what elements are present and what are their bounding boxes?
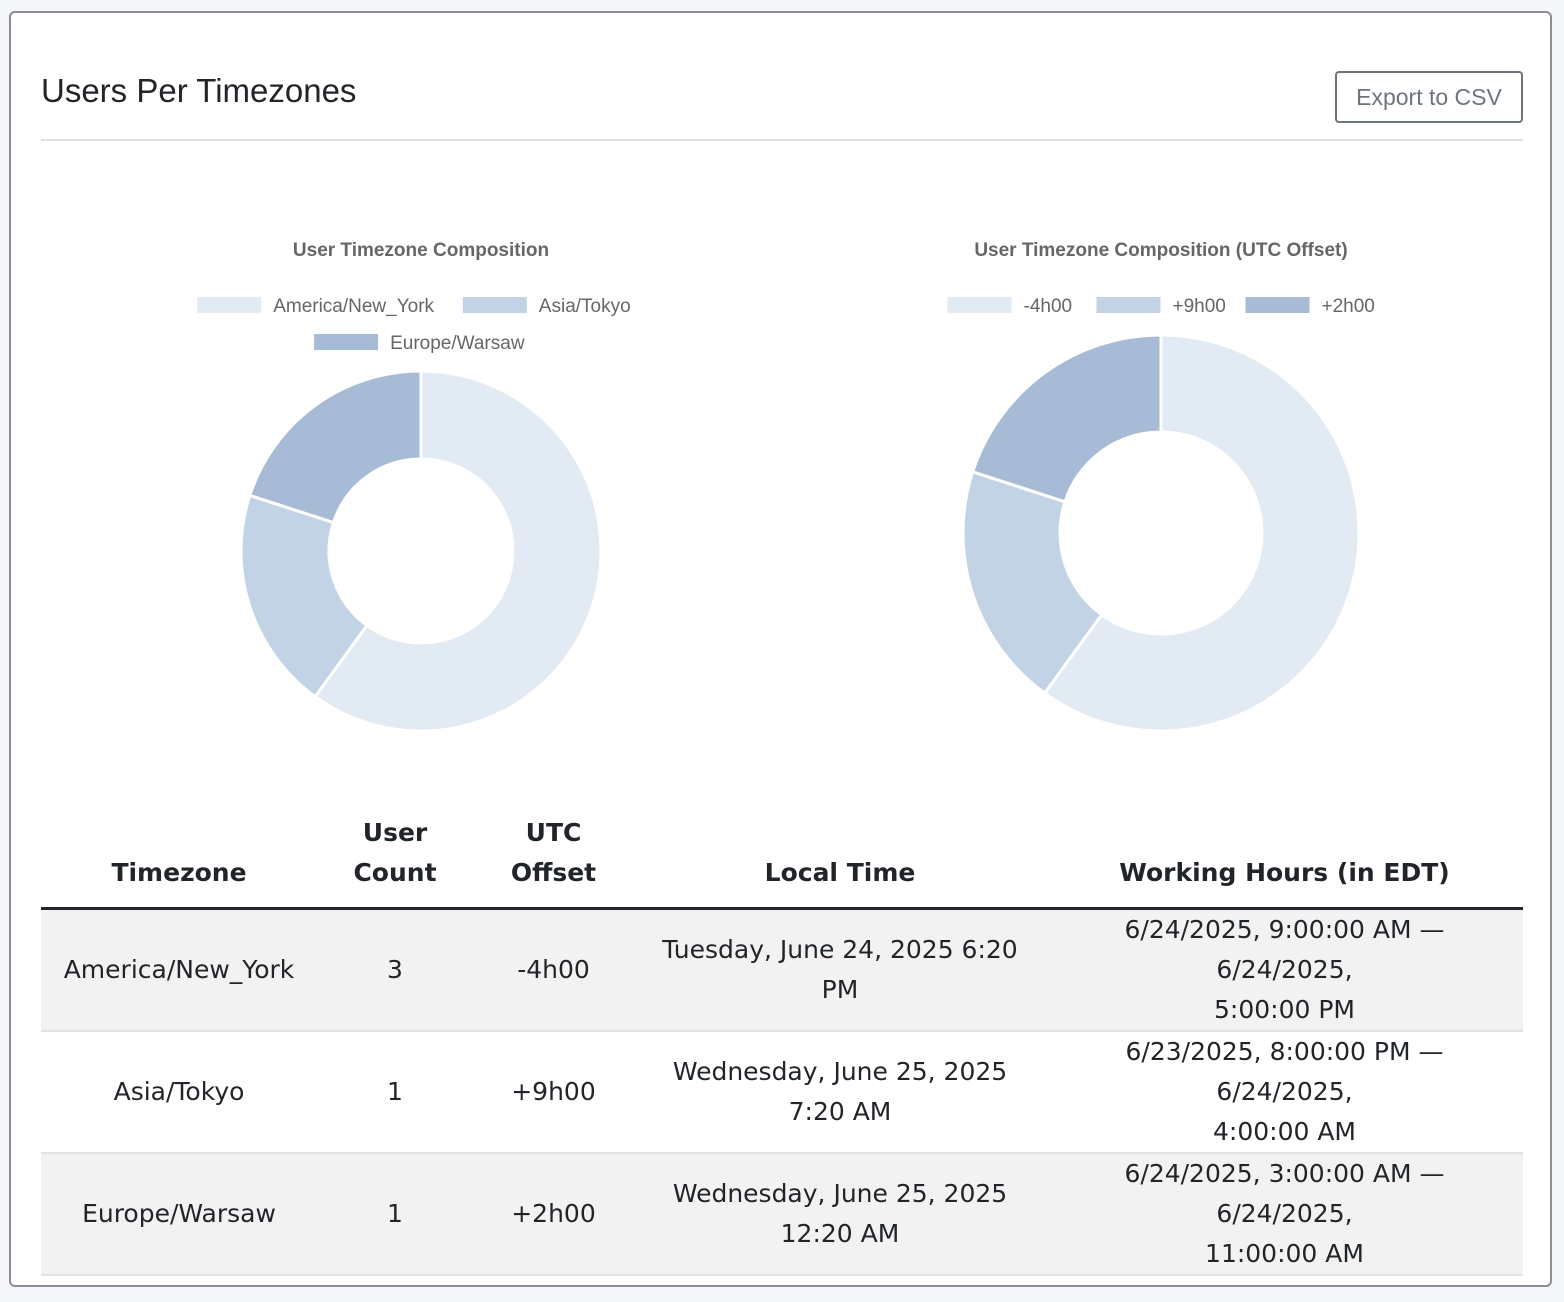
pie-slice-9h00[interactable] — [961, 469, 1104, 696]
utc-offset-composition-svg: User Timezone Composition (UTC Offset) -4… — [947, 240, 1375, 733]
legend-swatch — [197, 297, 262, 313]
pie-slice-america-new-york[interactable] — [313, 369, 603, 733]
working-hours-line-1: 6/24/2025, 3:00:00 AM — 6/24/2025, — [1124, 1159, 1445, 1228]
timezone-card: Users Per Timezones Export to CSV User T… — [9, 11, 1552, 1287]
chart-title: User Timezone Composition (UTC Offset) — [974, 240, 1347, 261]
cell-timezone: Europe/Warsaw — [41, 1153, 317, 1276]
table-row: Europe/Warsaw 1 +2h00 Wednesday, June 25… — [41, 1153, 1523, 1276]
legend-swatch — [947, 297, 1012, 313]
legend-label: +9h00 — [1173, 296, 1226, 317]
header-user-count-line-2: Count — [353, 858, 437, 887]
table-row: Asia/Tokyo 1 +9h00 Wednesday, June 25, 2… — [41, 1031, 1523, 1154]
local-time-line-2: 12:20 AM — [780, 1219, 900, 1248]
local-time-line-2: 7:20 AM — [788, 1097, 892, 1126]
working-hours-line-2: 5:00:00 PM — [1214, 995, 1355, 1024]
legend-swatch — [314, 334, 379, 350]
cell-local-time: Wednesday, June 25, 2025 7:20 AM — [634, 1031, 1046, 1154]
cell-timezone: America/New_York — [41, 908, 317, 1032]
legend-item-4h00[interactable]: -4h00 — [947, 296, 1073, 317]
timezone-composition-svg: User Timezone Composition America/New_Yor… — [197, 240, 631, 733]
cell-working-hours: 6/23/2025, 8:00:00 PM — 6/24/2025, 4:00:0… — [1046, 1031, 1523, 1154]
header-working-hours[interactable]: Working Hours (in EDT) — [1046, 813, 1523, 910]
working-hours-line-2: 11:00:00 AM — [1205, 1239, 1364, 1268]
legend-swatch — [1096, 297, 1161, 313]
pie-slice-europe-warsaw[interactable] — [247, 369, 423, 525]
legend-item-2h00[interactable]: +2h00 — [1245, 296, 1375, 317]
timezone-table: Timezone User Count UTC Offset Local Time … — [41, 813, 1523, 1276]
legend-item-9h00[interactable]: +9h00 — [1096, 296, 1226, 317]
local-time-line-1: Wednesday, June 25, 2025 — [672, 1179, 1008, 1208]
legend-swatch — [1245, 297, 1310, 313]
header-working-hours-label: Working Hours (in EDT) — [1119, 858, 1450, 887]
local-time-line-1: Wednesday, June 25, 2025 — [672, 1057, 1008, 1086]
utc-offset-composition-chart: User Timezone Composition (UTC Offset) -4… — [781, 203, 1521, 763]
cell-utc-offset: +2h00 — [473, 1153, 634, 1276]
legend-label: -4h00 — [1024, 296, 1073, 317]
local-time-line-1: Tuesday, June 24, 2025 6:20 — [662, 935, 1018, 964]
legend-item-europe-warsaw[interactable]: Europe/Warsaw — [314, 333, 525, 354]
pie-slice-asia-tokyo[interactable] — [239, 493, 370, 699]
card-header: Users Per Timezones Export to CSV — [41, 13, 1523, 141]
cell-local-time: Wednesday, June 25, 2025 12:20 AM — [634, 1153, 1046, 1276]
cell-timezone: Asia/Tokyo — [41, 1031, 317, 1154]
cell-local-time: Tuesday, June 24, 2025 6:20 PM — [634, 908, 1046, 1032]
header-user-count[interactable]: User Count — [317, 813, 473, 910]
cell-user-count: 1 — [317, 1031, 473, 1154]
legend-label: Europe/Warsaw — [390, 333, 525, 354]
timezone-composition-chart: User Timezone Composition America/New_Yor… — [41, 203, 781, 763]
local-time-line-2: PM — [821, 975, 859, 1004]
working-hours-line-1: 6/23/2025, 8:00:00 PM — 6/24/2025, — [1125, 1037, 1444, 1106]
legend-label: America/New_York — [273, 296, 434, 317]
header-timezone[interactable]: Timezone — [41, 813, 317, 910]
header-utc-offset-line-1: UTC — [525, 818, 582, 847]
pie-slice-2h00[interactable] — [970, 333, 1163, 504]
cell-utc-offset: +9h00 — [473, 1031, 634, 1154]
legend-label: +2h00 — [1322, 296, 1375, 317]
header-local-time-label: Local Time — [764, 858, 916, 887]
export-csv-button[interactable]: Export to CSV — [1335, 71, 1523, 123]
working-hours-line-2: 4:00:00 AM — [1213, 1117, 1356, 1146]
header-user-count-line-1: User — [362, 818, 428, 847]
cell-user-count: 3 — [317, 908, 473, 1032]
legend-item-america-new-york[interactable]: America/New_York — [197, 296, 435, 317]
table-header-row: Timezone User Count UTC Offset Local Time … — [41, 813, 1523, 910]
header-utc-offset[interactable]: UTC Offset — [473, 813, 634, 910]
header-local-time[interactable]: Local Time — [634, 813, 1046, 910]
chart-title: User Timezone Composition — [293, 240, 549, 261]
cell-utc-offset: -4h00 — [473, 908, 634, 1032]
cell-working-hours: 6/24/2025, 3:00:00 AM — 6/24/2025, 11:00:… — [1046, 1153, 1523, 1276]
legend-swatch — [462, 297, 527, 313]
cell-user-count: 1 — [317, 1153, 473, 1276]
table-row: America/New_York 3 -4h00 Tuesday, June 2… — [41, 908, 1523, 1032]
legend-label: Asia/Tokyo — [539, 296, 631, 317]
header-utc-offset-line-2: Offset — [510, 858, 597, 887]
header-timezone-label: Timezone — [111, 858, 247, 887]
working-hours-line-1: 6/24/2025, 9:00:00 AM — 6/24/2025, — [1124, 915, 1445, 984]
page-title: Users Per Timezones — [41, 72, 357, 109]
legend-item-asia-tokyo[interactable]: Asia/Tokyo — [462, 296, 631, 317]
pie-slice-4h00[interactable] — [1042, 333, 1361, 733]
cell-working-hours: 6/24/2025, 9:00:00 AM — 6/24/2025, 5:00:0… — [1046, 908, 1523, 1032]
